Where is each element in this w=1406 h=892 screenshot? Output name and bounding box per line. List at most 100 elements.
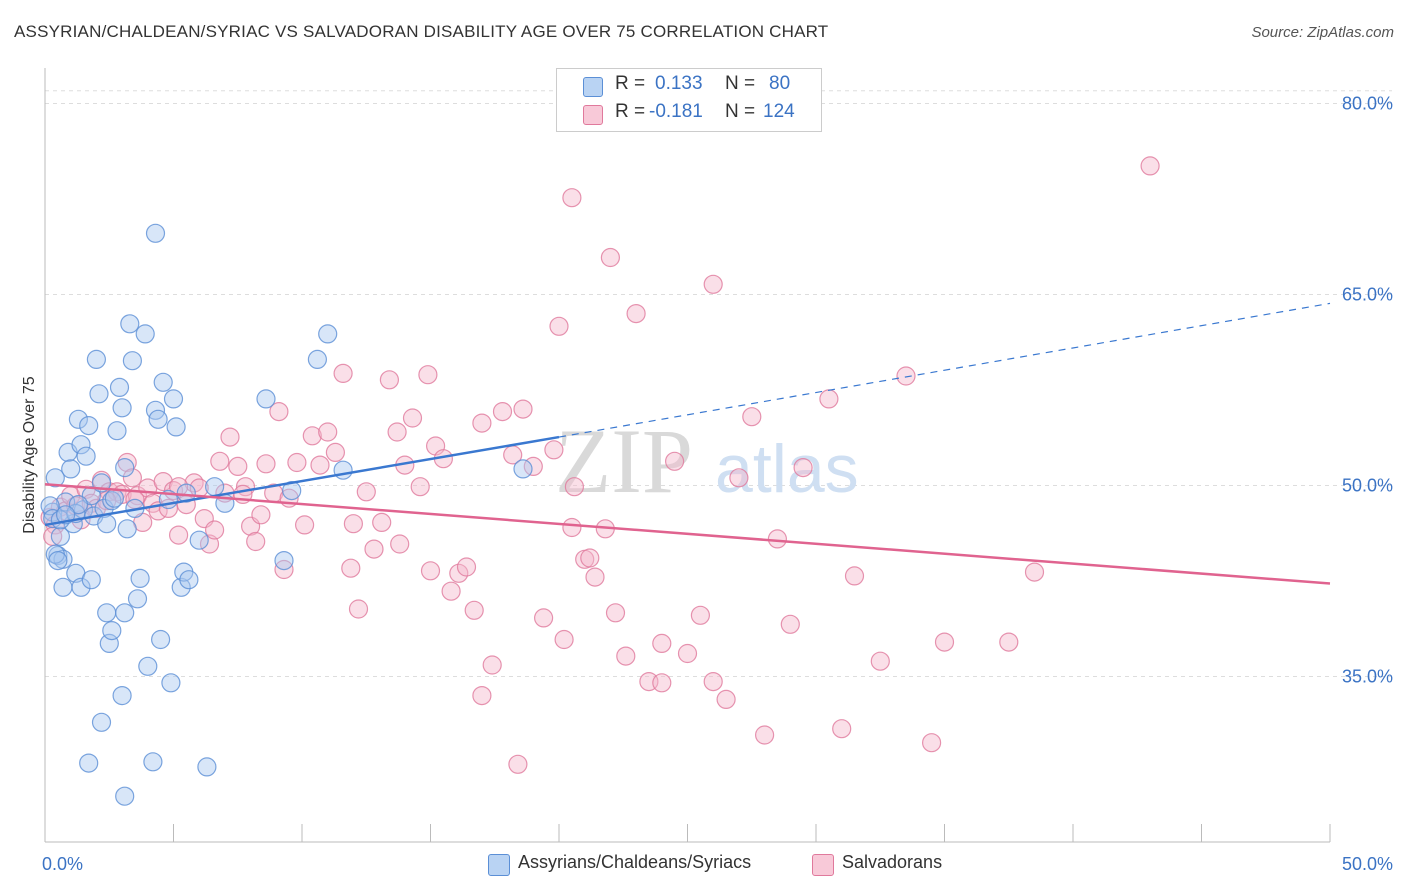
data-point xyxy=(143,752,163,772)
data-point xyxy=(513,459,533,479)
legend-n-label: N = xyxy=(725,101,756,122)
y-axis-label: Disability Age Over 75 xyxy=(21,376,38,534)
data-point xyxy=(472,685,492,706)
data-point xyxy=(112,398,132,418)
data-point xyxy=(410,477,430,497)
data-point xyxy=(449,563,469,583)
data-point xyxy=(402,408,423,428)
legend-n-value: 124 xyxy=(763,101,795,122)
data-point xyxy=(302,426,322,446)
legend-row-salvadorans: R = -0.181 N = 124 xyxy=(557,101,821,129)
data-point xyxy=(130,568,150,589)
data-point xyxy=(652,633,672,654)
data-point xyxy=(870,651,890,671)
trend-lines xyxy=(44,302,1331,585)
watermark: ZIP atlas xyxy=(555,410,859,512)
data-point xyxy=(184,473,204,493)
data-point xyxy=(166,417,186,437)
data-point xyxy=(1140,156,1160,176)
data-point xyxy=(55,505,76,525)
y-tick-label: 80.0% xyxy=(1342,93,1393,113)
data-point xyxy=(102,620,122,641)
data-point xyxy=(664,451,685,471)
data-point xyxy=(115,603,135,623)
data-point xyxy=(148,409,168,429)
legend-row-assyrians: R = 0.133 N = 80 xyxy=(557,73,821,101)
data-point xyxy=(513,399,533,419)
data-point xyxy=(205,520,225,540)
data-point xyxy=(333,460,353,480)
data-point xyxy=(71,577,91,597)
data-point xyxy=(45,468,65,488)
data-point xyxy=(269,402,289,422)
data-point xyxy=(464,600,484,620)
data-point xyxy=(364,539,384,559)
data-point xyxy=(585,567,605,587)
data-point xyxy=(921,733,942,753)
legend-swatch-pink xyxy=(812,854,834,876)
data-point xyxy=(562,517,582,538)
data-point xyxy=(356,482,376,502)
data-point xyxy=(117,519,137,539)
trend-line-assyrians xyxy=(44,435,560,527)
x-tick-label: 0.0% xyxy=(42,854,83,874)
correlation-legend: R = 0.133 N = 80 R = -0.181 N = 124 xyxy=(556,68,822,132)
data-point xyxy=(210,451,230,471)
data-point xyxy=(76,446,96,466)
data-point xyxy=(53,577,73,597)
data-point xyxy=(145,223,166,243)
data-point xyxy=(89,384,109,404)
legend-label-salvadorans: Salvadorans xyxy=(842,852,943,872)
y-tick-label: 35.0% xyxy=(1342,666,1393,686)
data-point xyxy=(122,351,142,371)
data-point xyxy=(793,458,813,478)
data-point xyxy=(832,719,852,739)
x-tick-label: 50.0% xyxy=(1342,854,1393,874)
data-point xyxy=(652,673,672,693)
data-point xyxy=(287,452,307,473)
data-point xyxy=(68,409,89,429)
data-point xyxy=(580,548,600,568)
data-point xyxy=(112,685,132,706)
legend-r-value: -0.181 xyxy=(649,101,703,122)
data-point xyxy=(544,440,564,460)
data-point xyxy=(420,561,441,581)
data-point xyxy=(482,655,502,675)
data-point xyxy=(626,304,646,324)
data-point xyxy=(390,534,410,554)
data-point xyxy=(562,188,582,208)
data-point xyxy=(307,349,327,369)
data-point xyxy=(251,505,271,525)
data-point xyxy=(197,757,217,777)
data-point xyxy=(554,629,574,650)
data-point xyxy=(161,673,181,693)
data-point xyxy=(48,550,68,571)
data-point xyxy=(102,491,122,511)
data-point xyxy=(379,370,399,390)
legend-swatch-pink xyxy=(583,105,603,125)
data-point xyxy=(341,558,361,578)
data-point xyxy=(549,316,569,336)
data-point xyxy=(844,566,865,586)
data-point xyxy=(50,526,71,547)
data-point xyxy=(387,422,407,442)
data-point xyxy=(171,577,191,597)
data-point xyxy=(228,456,248,476)
grid-lines xyxy=(45,90,1392,677)
data-point xyxy=(616,646,636,666)
data-point xyxy=(372,512,392,533)
legend-swatch-blue xyxy=(583,77,603,97)
data-point xyxy=(492,402,513,422)
data-point xyxy=(703,274,723,294)
data-point xyxy=(295,515,315,535)
data-point xyxy=(564,477,585,497)
data-point xyxy=(343,514,363,534)
data-point xyxy=(441,581,461,601)
data-point xyxy=(246,531,266,552)
data-point xyxy=(767,529,788,549)
legend-r-label: R = xyxy=(615,101,646,122)
data-point xyxy=(310,455,330,475)
data-point xyxy=(122,468,142,488)
data-point xyxy=(456,557,477,577)
